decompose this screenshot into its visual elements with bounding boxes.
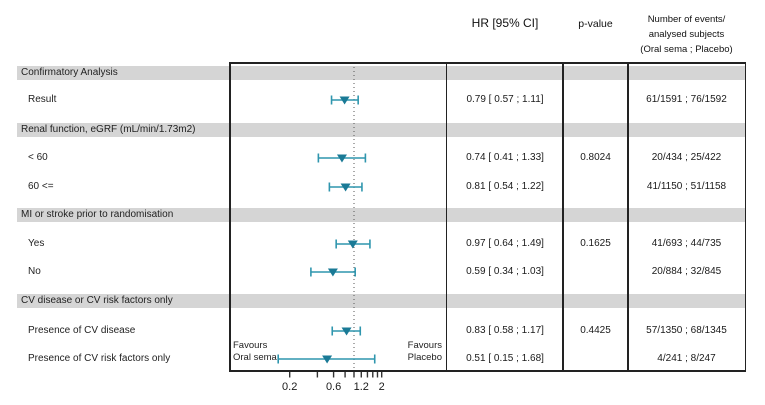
section-label: MI or stroke prior to randomisation [21,209,174,220]
hr-point-marker [347,240,358,249]
hr-point-marker [322,355,333,364]
row-label: 60 <= [28,181,54,192]
row-label: Presence of CV risk factors only [28,353,171,364]
hr-point-marker [339,96,350,105]
axis-tick-label: 0.2 [282,381,297,393]
hr-ci-cell: 0.97 [ 0.64 ; 1.49] [466,238,544,249]
column-header-events-line2: analysed subjects [648,29,725,40]
events-cell: 41/693 ; 44/735 [651,238,722,249]
pvalue-cell: 0.1625 [580,238,611,249]
hr-point-marker [327,268,338,277]
favours-right-line1: Favours [407,340,442,351]
hr-pvalue-divider [562,62,564,371]
hr-ci-cell: 0.81 [ 0.54 ; 1.22] [466,181,544,192]
favours-left-line2: Oral sema [233,352,277,363]
hr-point-marker [340,183,351,192]
events-cell: 20/884 ; 32/845 [651,266,722,277]
axis-tick-label: 2 [379,381,385,393]
events-cell: 4/241 ; 8/247 [657,353,716,364]
column-header-pvalue: p-value [578,18,613,30]
pvalue-cell: 0.8024 [580,152,611,163]
column-header-hr: HR [95% CI] [471,16,539,30]
row-label: No [28,266,41,277]
hr-ci-cell: 0.59 [ 0.34 ; 1.03] [466,266,544,277]
events-cell: 20/434 ; 25/422 [651,152,722,163]
plot-left-border [229,62,231,371]
row-label: Presence of CV disease [28,325,136,336]
table-right-border [744,62,746,371]
table-bottom-border [229,370,746,372]
hr-ci-cell: 0.79 [ 0.57 ; 1.11] [466,94,544,105]
favours-left-line1: Favours [233,340,268,351]
events-cell: 41/1150 ; 51/1158 [646,181,727,192]
hr-ci-cell: 0.83 [ 0.58 ; 1.17] [466,325,544,336]
pvalue-cell: 0.4425 [580,325,611,336]
favours-left-label: Favours Oral sema [233,340,277,364]
axis-tick-label: 1.2 [354,381,369,393]
section-label: Confirmatory Analysis [21,67,118,78]
column-header-events-line1: Number of events/ [647,14,726,25]
hr-ci-cell: 0.74 [ 0.41 ; 1.33] [466,152,544,163]
favours-right-line2: Placebo [407,352,442,363]
row-label: Result [28,94,57,105]
column-header-events: Number of events/ analysed subjects (Ora… [628,12,745,57]
hr-point-marker [341,327,352,336]
section-label: CV disease or CV risk factors only [21,295,173,306]
plot-right-border [445,62,447,371]
events-cell: 57/1350 ; 68/1345 [646,325,727,336]
events-cell: 61/1591 ; 76/1592 [646,94,727,105]
hr-point-marker [336,154,347,163]
axis-tick-label: 0.6 [326,381,341,393]
section-label: Renal function, eGRF (mL/min/1.73m2) [21,124,196,135]
column-header-events-line3: (Oral sema ; Placebo) [640,44,733,55]
favours-right-label: Favours Placebo [380,340,442,364]
hr-ci-cell: 0.51 [ 0.15 ; 1.68] [466,353,544,364]
pvalue-events-divider [627,62,629,371]
table-top-border [229,62,746,64]
row-label: Yes [28,238,45,249]
row-label: < 60 [28,152,48,163]
